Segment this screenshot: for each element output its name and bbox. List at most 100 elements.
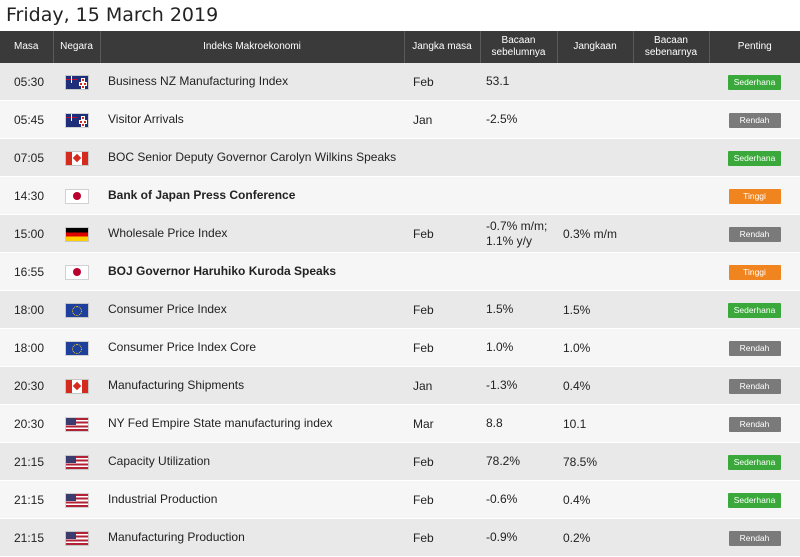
- forecast-value: 1.0%: [557, 328, 633, 367]
- event-period: Feb: [404, 63, 480, 101]
- col-header-event[interactable]: Indeks Makroekonomi: [99, 31, 404, 63]
- importance-cell: Rendah: [709, 404, 800, 443]
- country-cell: [53, 290, 100, 329]
- table-row[interactable]: 21:15 Industrial Production Feb -0.6% 0.4% Se…: [0, 480, 800, 519]
- event-period: Feb: [404, 442, 480, 481]
- table-row[interactable]: 21:15 Capacity Utilization Feb 78.2% 78.5% Se…: [0, 442, 800, 481]
- importance-cell: Tinggi: [709, 176, 800, 215]
- table-row[interactable]: 07:05 BOC Senior Deputy Governor Carolyn …: [0, 138, 800, 177]
- previous-value: 8.8: [480, 404, 557, 443]
- table-row[interactable]: 16:55 BOJ Governor Haruhiko Kuroda Speaks…: [0, 252, 800, 291]
- actual-value: [633, 214, 709, 253]
- importance-cell: Sederhana: [709, 63, 800, 101]
- previous-value: -0.9%: [480, 518, 557, 557]
- event-time: 07:05: [0, 138, 53, 177]
- eu-flag-icon: [65, 341, 88, 355]
- forecast-value: 78.5%: [557, 442, 633, 481]
- event-name[interactable]: Visitor Arrivals: [100, 100, 404, 139]
- actual-value: [633, 404, 709, 443]
- event-name[interactable]: Bank of Japan Press Conference: [100, 176, 404, 215]
- table-row[interactable]: 15:00 Wholesale Price Index Feb -0.7% m/m; …: [0, 214, 800, 253]
- us-flag-icon: [65, 417, 88, 431]
- importance-badge: Rendah: [728, 112, 781, 128]
- event-time: 15:00: [0, 214, 53, 253]
- col-header-time[interactable]: Masa: [0, 31, 53, 63]
- importance-cell: Rendah: [709, 366, 800, 405]
- actual-value: [633, 290, 709, 329]
- col-header-country[interactable]: Negara: [52, 31, 100, 63]
- actual-value: [633, 442, 709, 481]
- table-row[interactable]: 20:30 NY Fed Empire State manufacturing i…: [0, 404, 800, 443]
- country-cell: [53, 366, 100, 405]
- importance-badge: Sederhana: [727, 492, 782, 508]
- previous-value: 1.5%: [480, 290, 557, 329]
- table-header-row: Masa Negara Indeks Makroekonomi Jangka m…: [0, 31, 800, 63]
- importance-cell: Rendah: [709, 100, 800, 139]
- event-time: 18:00: [0, 290, 53, 329]
- importance-cell: Sederhana: [709, 442, 800, 481]
- table-row[interactable]: 20:30 Manufacturing Shipments Jan -1.3% 0.4%…: [0, 366, 800, 405]
- us-flag-icon: [65, 531, 88, 545]
- jp-flag-icon: [65, 265, 88, 279]
- forecast-value: [557, 138, 633, 177]
- table-row[interactable]: 14:30 Bank of Japan Press Conference Tingg…: [0, 176, 800, 215]
- event-name[interactable]: BOJ Governor Haruhiko Kuroda Speaks: [100, 252, 404, 291]
- event-period: Mar: [404, 404, 480, 443]
- table-row[interactable]: 05:45 Visitor Arrivals Jan -2.5% Rendah: [0, 100, 800, 139]
- event-name[interactable]: Industrial Production: [100, 480, 404, 519]
- col-header-actual[interactable]: Bacaan sebenarnya: [632, 31, 709, 63]
- previous-value: 78.2%: [480, 442, 557, 481]
- actual-value: [633, 252, 709, 291]
- col-header-importance[interactable]: Penting: [708, 31, 800, 63]
- event-name[interactable]: Capacity Utilization: [100, 442, 404, 481]
- event-time: 16:55: [0, 252, 53, 291]
- event-name[interactable]: Manufacturing Production: [100, 518, 404, 557]
- actual-value: [633, 328, 709, 367]
- importance-badge: Rendah: [728, 226, 781, 242]
- event-name[interactable]: Consumer Price Index Core: [100, 328, 404, 367]
- actual-value: [633, 138, 709, 177]
- importance-cell: Rendah: [709, 328, 800, 367]
- forecast-value: [557, 100, 633, 139]
- country-cell: [53, 480, 100, 519]
- event-period: Jan: [404, 100, 480, 139]
- table-row[interactable]: 18:00 Consumer Price Index Feb 1.5% 1.5% Sede…: [0, 290, 800, 329]
- table-row[interactable]: 21:15 Manufacturing Production Feb -0.9% 0.2…: [0, 518, 800, 557]
- event-time: 21:15: [0, 442, 53, 481]
- event-name[interactable]: Manufacturing Shipments: [100, 366, 404, 405]
- table-body: 05:30 Business NZ Manufacturing Index Feb 5…: [0, 63, 800, 557]
- previous-value: 53.1: [480, 63, 557, 101]
- importance-badge: Tinggi: [728, 188, 781, 204]
- event-time: 21:15: [0, 518, 53, 557]
- importance-badge: Sederhana: [727, 150, 782, 166]
- event-name[interactable]: Business NZ Manufacturing Index: [100, 63, 404, 101]
- event-name[interactable]: Consumer Price Index: [100, 290, 404, 329]
- ca-flag-icon: [65, 379, 88, 393]
- event-time: 20:30: [0, 404, 53, 443]
- country-cell: [53, 100, 100, 139]
- event-period: [404, 176, 480, 215]
- event-name[interactable]: BOC Senior Deputy Governor Carolyn Wilki…: [100, 138, 404, 177]
- previous-value: -0.6%: [480, 480, 557, 519]
- country-cell: [53, 252, 100, 291]
- actual-value: [633, 480, 709, 519]
- importance-badge: Sederhana: [727, 74, 782, 90]
- table-row[interactable]: 18:00 Consumer Price Index Core Feb 1.0% 1.0…: [0, 328, 800, 367]
- nz-flag-icon: [65, 113, 88, 127]
- importance-badge: Sederhana: [727, 302, 782, 318]
- actual-value: [633, 518, 709, 557]
- table-row[interactable]: 05:30 Business NZ Manufacturing Index Feb 5…: [0, 63, 800, 101]
- us-flag-icon: [65, 493, 88, 507]
- col-header-period[interactable]: Jangka masa: [403, 31, 480, 63]
- event-name[interactable]: NY Fed Empire State manufacturing index: [100, 404, 404, 443]
- col-header-forecast[interactable]: Jangkaan: [556, 31, 633, 63]
- forecast-value: [557, 252, 633, 291]
- importance-badge: Sederhana: [727, 454, 782, 470]
- forecast-value: 10.1: [557, 404, 633, 443]
- jp-flag-icon: [65, 189, 88, 203]
- event-name[interactable]: Wholesale Price Index: [100, 214, 404, 253]
- event-period: Feb: [404, 480, 480, 519]
- col-header-previous[interactable]: Bacaan sebelumnya: [479, 31, 557, 63]
- event-time: 21:15: [0, 480, 53, 519]
- country-cell: [53, 63, 100, 101]
